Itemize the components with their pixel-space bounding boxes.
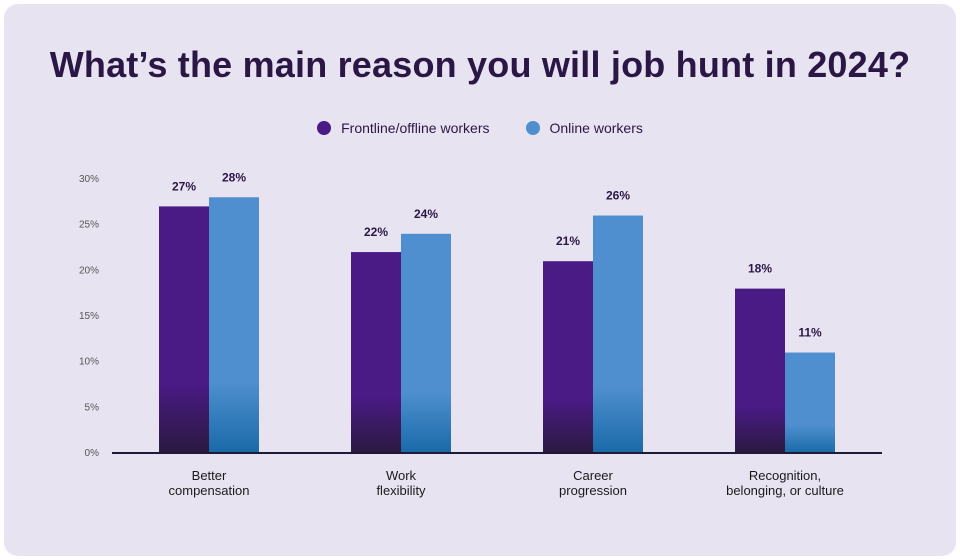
x-category-label-line: Work — [386, 468, 417, 483]
bar-value-label: 24% — [414, 207, 438, 221]
x-category-label-line: Recognition, — [749, 468, 821, 483]
legend-swatch-frontline — [317, 121, 332, 135]
bar-online — [593, 215, 643, 453]
chart-title: What’s the main reason you will job hunt… — [49, 44, 911, 85]
bar-online — [209, 197, 259, 453]
x-category-label-line: Career — [573, 468, 613, 483]
bar-frontline — [735, 288, 785, 453]
bar-value-label: 18% — [748, 262, 772, 276]
bar-online — [785, 352, 835, 453]
bar-value-label: 27% — [172, 179, 196, 193]
x-category-label-line: Better — [192, 468, 227, 483]
y-tick-label: 30% — [79, 174, 99, 185]
x-category-label: Career progression — [559, 468, 627, 498]
x-category-label-line: flexibility — [376, 483, 426, 498]
x-category-label: Better compensation — [169, 468, 250, 498]
bar-online — [401, 233, 451, 453]
legend-item-online: Online workers — [525, 120, 643, 136]
y-tick-label: 5% — [85, 402, 100, 413]
y-tick-label: 25% — [79, 220, 99, 231]
x-category-label-line: compensation — [169, 483, 250, 498]
x-category-label-line: progression — [559, 483, 627, 498]
chart-card: What’s the main reason you will job hunt… — [4, 4, 956, 556]
bar-chart: 0% 5% 10% 15% 20% 25% 30% 27% 28% Better compensat… — [79, 170, 882, 498]
bar-frontline — [159, 206, 209, 453]
bar-value-label: 28% — [222, 170, 246, 184]
x-category-label-line: belonging, or culture — [726, 483, 844, 498]
bar-frontline — [351, 252, 401, 453]
y-tick-label: 20% — [79, 265, 99, 276]
bar-value-label: 26% — [606, 189, 630, 203]
y-tick-label: 0% — [85, 448, 100, 459]
y-tick-label: 15% — [79, 311, 99, 322]
x-category-label: Recognition, belonging, or culture — [726, 468, 844, 498]
chart-legend: Frontline/offline workers Online workers — [4, 120, 956, 136]
legend-item-frontline: Frontline/offline workers — [317, 120, 490, 136]
legend-label-online: Online workers — [549, 120, 643, 136]
bar-value-label: 22% — [364, 225, 388, 239]
legend-swatch-online — [525, 121, 540, 135]
bar-value-label: 21% — [556, 234, 580, 248]
bar-value-label: 11% — [798, 326, 822, 340]
x-category-label: Work flexibility — [376, 468, 426, 498]
y-tick-label: 10% — [79, 357, 99, 368]
bar-frontline — [543, 261, 593, 453]
legend-label-frontline: Frontline/offline workers — [341, 120, 490, 136]
